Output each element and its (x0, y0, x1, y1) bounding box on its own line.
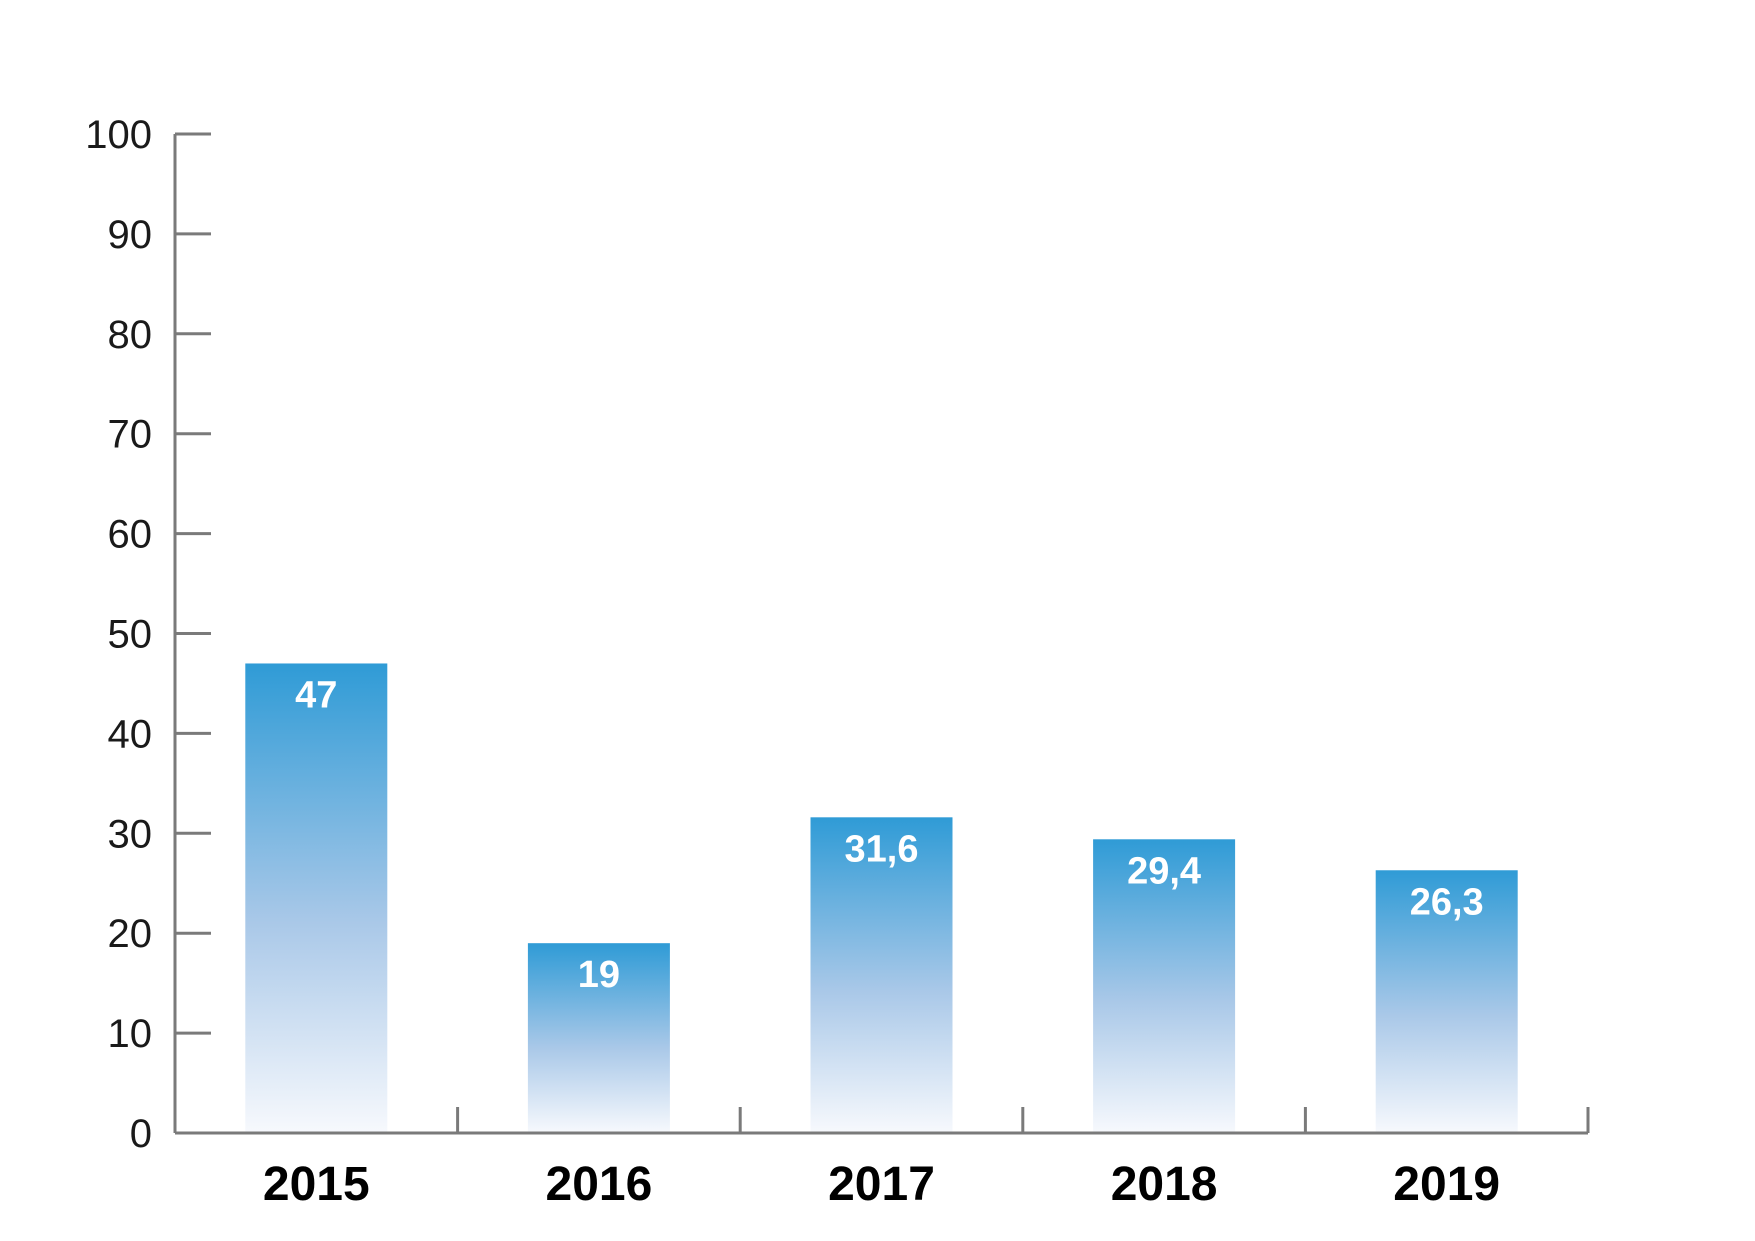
bars-group (245, 663, 1518, 1133)
bar-2019 (1375, 870, 1518, 1133)
y-tick-label-70: 70 (108, 413, 153, 457)
category-label-2018: 2018 (1111, 1158, 1218, 1211)
value-label-2016: 19 (578, 954, 620, 996)
category-label-2015: 2015 (263, 1158, 370, 1211)
value-label-2017: 31,6 (845, 828, 919, 870)
labels-group: 47 2015 19 2016 31,6 2017 29,4 2018 26,3 2019 0 10 2… (85, 113, 1500, 1211)
category-label-2017: 2017 (828, 1158, 935, 1211)
value-label-2019: 26,3 (1410, 881, 1484, 923)
category-label-2016: 2016 (546, 1158, 653, 1211)
bar-2016 (527, 943, 670, 1133)
value-label-2015: 47 (295, 674, 337, 716)
bar-2018 (1093, 839, 1236, 1133)
y-tick-label-90: 90 (108, 213, 153, 257)
bar-2017 (810, 817, 953, 1133)
y-tick-label-40: 40 (108, 712, 153, 756)
y-tick-label-100: 100 (85, 113, 152, 157)
value-label-2018: 29,4 (1127, 850, 1201, 892)
axes-group (173, 132, 1590, 1135)
y-tick-label-30: 30 (108, 812, 153, 856)
bar-2015 (245, 663, 388, 1133)
y-tick-label-20: 20 (108, 912, 153, 956)
y-tick-label-10: 10 (108, 1012, 153, 1056)
y-tick-label-80: 80 (108, 313, 153, 357)
y-tick-label-0: 0 (130, 1112, 152, 1156)
y-tick-label-60: 60 (108, 513, 153, 557)
y-tick-label-50: 50 (108, 613, 153, 657)
category-label-2019: 2019 (1393, 1158, 1500, 1211)
